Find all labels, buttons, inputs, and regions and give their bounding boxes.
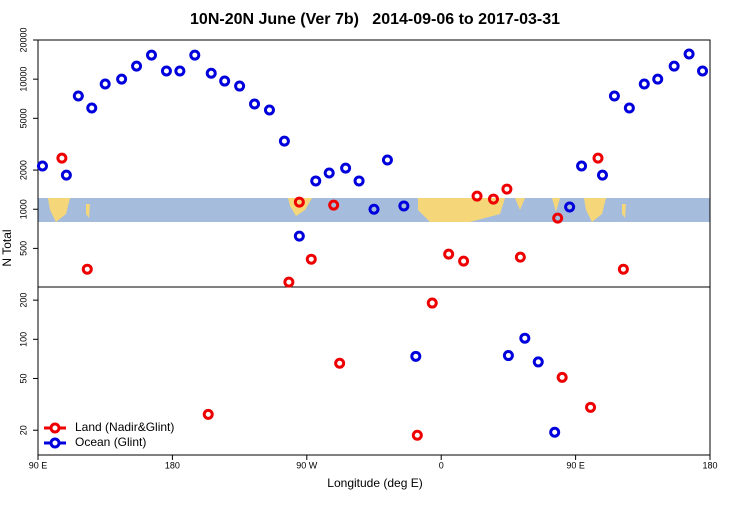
legend-swatch — [49, 437, 61, 449]
point — [697, 65, 709, 77]
plot-frame — [37, 39, 711, 456]
legend-swatch — [49, 422, 61, 434]
point — [596, 169, 608, 181]
point — [202, 408, 214, 420]
y-tick-label: 100 — [18, 332, 28, 347]
point — [189, 49, 201, 61]
x-axis-label: Longitude (deg E) — [327, 476, 422, 490]
point — [398, 200, 410, 212]
point — [426, 297, 438, 309]
point — [81, 263, 93, 275]
point — [411, 429, 423, 441]
point — [381, 154, 393, 166]
point — [174, 65, 186, 77]
y-tick-label: 50 — [18, 373, 28, 383]
point — [305, 253, 317, 265]
x-tick-label: 90 E — [566, 460, 585, 470]
point — [410, 350, 422, 362]
chart-title: 10N-20N June (Ver 7b) 2014-09-06 to 2017… — [190, 11, 560, 28]
point — [205, 67, 217, 79]
point — [60, 169, 72, 181]
point — [99, 78, 111, 90]
y-tick-label: 1000 — [18, 199, 28, 219]
point — [458, 255, 470, 267]
point — [249, 98, 261, 110]
point — [519, 332, 531, 344]
point — [443, 248, 455, 260]
y-tick-label: 20 — [18, 425, 28, 435]
point — [617, 263, 629, 275]
point — [502, 350, 514, 362]
point — [556, 371, 568, 383]
point — [219, 75, 231, 87]
point — [36, 160, 48, 172]
y-tick-label: 2000 — [18, 160, 28, 180]
point — [278, 135, 290, 147]
point — [131, 60, 143, 72]
point — [564, 201, 576, 213]
point — [310, 175, 322, 187]
point — [283, 276, 295, 288]
y-tick-label: 200 — [18, 293, 28, 308]
point — [638, 78, 650, 90]
point — [585, 401, 597, 413]
point — [532, 356, 544, 368]
point — [160, 65, 172, 77]
point — [623, 102, 635, 114]
map-strip — [38, 198, 710, 222]
point — [576, 160, 588, 172]
y-tick-label: 10000 — [18, 67, 28, 92]
point — [145, 49, 157, 61]
y-tick-label: 500 — [18, 241, 28, 256]
point — [334, 357, 346, 369]
point — [116, 73, 128, 85]
point — [652, 73, 664, 85]
y-tick-label: 5000 — [18, 108, 28, 128]
x-tick-label: 90 W — [296, 460, 318, 470]
x-tick-label: 180 — [165, 460, 180, 470]
point — [552, 212, 564, 224]
point — [487, 193, 499, 205]
point — [668, 60, 680, 72]
point — [234, 80, 246, 92]
point — [592, 152, 604, 164]
x-tick-label: 180 — [702, 460, 717, 470]
point — [72, 90, 84, 102]
point — [353, 175, 365, 187]
point — [471, 190, 483, 202]
point — [293, 230, 305, 242]
point — [340, 162, 352, 174]
point — [683, 48, 695, 60]
y-tick-label: 20000 — [18, 27, 28, 52]
point — [549, 426, 561, 438]
legend-label: Ocean (Glint) — [75, 435, 146, 449]
x-tick-label: 0 — [439, 460, 444, 470]
x-tick-label: 90 E — [29, 460, 48, 470]
point — [323, 167, 335, 179]
point — [263, 104, 275, 116]
point — [328, 199, 340, 211]
point — [514, 251, 526, 263]
legend-label: Land (Nadir&Glint) — [75, 420, 174, 434]
point — [608, 90, 620, 102]
point — [501, 183, 513, 195]
point — [368, 203, 380, 215]
point — [293, 196, 305, 208]
point — [86, 102, 98, 114]
y-axis-label: N Total — [0, 229, 14, 266]
point — [56, 152, 68, 164]
